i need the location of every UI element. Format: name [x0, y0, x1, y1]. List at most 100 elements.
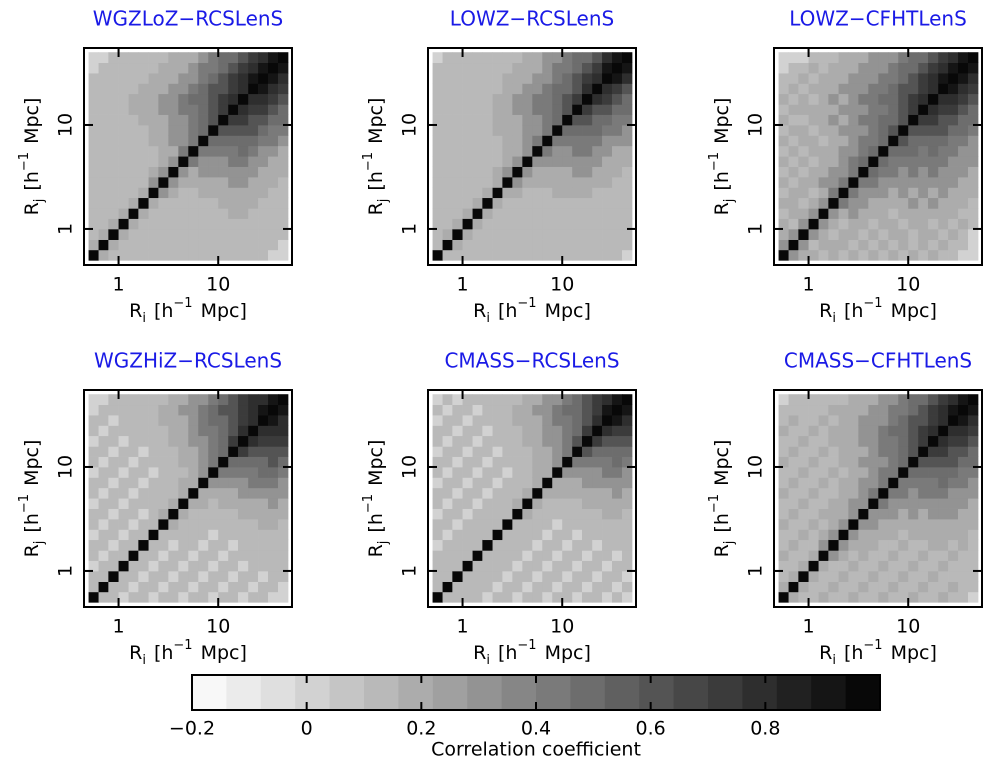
cell: [622, 570, 633, 582]
cell: [612, 529, 623, 541]
cell: [928, 83, 939, 95]
cell: [98, 487, 109, 499]
cell: [158, 404, 169, 416]
cell: [908, 145, 919, 157]
label-part: R: [473, 642, 486, 664]
cell: [622, 156, 633, 167]
cell: [612, 498, 623, 509]
cell: [278, 550, 289, 561]
cell: [482, 560, 493, 572]
cell: [552, 166, 563, 178]
cell: [218, 166, 229, 178]
cell: [918, 93, 929, 105]
cell: [552, 570, 563, 582]
cell: [108, 404, 119, 416]
cell: [542, 124, 553, 136]
cell: [778, 52, 789, 64]
cell: [818, 425, 829, 437]
cell: [778, 228, 789, 240]
cell: [562, 394, 573, 406]
cell: [148, 498, 159, 509]
cell: [948, 166, 959, 178]
cell: [958, 135, 969, 147]
cell: [492, 518, 503, 530]
cell: [778, 62, 789, 74]
cell: [938, 239, 949, 251]
colorbar-tick-label: 0: [301, 718, 313, 740]
cell: [838, 498, 849, 509]
cell: [828, 581, 839, 593]
cell: [178, 197, 189, 209]
cell: [908, 218, 919, 230]
cell: [178, 156, 189, 167]
cell: [898, 570, 909, 582]
cell: [542, 239, 553, 251]
x-tick-label: 1: [113, 274, 125, 296]
cell: [98, 52, 109, 64]
cell: [522, 228, 533, 240]
cell: [502, 166, 513, 178]
cell: [898, 508, 909, 520]
cell: [228, 518, 239, 530]
cell: [512, 570, 523, 582]
cell: [258, 415, 269, 426]
cell: [452, 508, 463, 520]
cell: [118, 487, 129, 499]
cell: [532, 456, 543, 468]
label-part: Mpc]: [201, 300, 247, 322]
cell: [938, 73, 949, 84]
cell: [208, 404, 219, 416]
cell: [948, 539, 959, 551]
axis-label: Ri [h−1 Mpc]: [473, 638, 591, 668]
cell: [958, 197, 969, 209]
cell: [798, 446, 809, 457]
cell: [958, 239, 969, 251]
cell: [492, 508, 503, 520]
cell: [178, 73, 189, 84]
axis-label: Ri [h−1 Mpc]: [819, 638, 937, 668]
cell: [502, 228, 513, 240]
cell: [278, 228, 289, 240]
cell: [592, 156, 603, 167]
cell: [602, 560, 613, 572]
cell: [472, 166, 483, 178]
cell: [602, 218, 613, 230]
cell: [492, 249, 503, 261]
cell: [512, 581, 523, 593]
cell: [258, 145, 269, 157]
cell: [948, 477, 959, 489]
cell: [238, 415, 249, 426]
cell: [278, 104, 289, 115]
cell: [198, 208, 209, 219]
cell: [228, 456, 239, 468]
cell: [838, 52, 849, 64]
colorbar-block: [260, 675, 296, 710]
cell: [838, 218, 849, 230]
cell: [238, 581, 249, 593]
cell: [908, 208, 919, 219]
cell: [938, 570, 949, 582]
cell: [878, 166, 889, 178]
cell: [828, 498, 839, 509]
cell: [98, 415, 109, 426]
cell: [148, 73, 159, 84]
cell: [88, 145, 99, 157]
cell: [908, 73, 919, 84]
cell: [432, 176, 443, 188]
cell: [88, 239, 99, 251]
cell: [878, 456, 889, 468]
cell: [828, 104, 839, 115]
cell: [868, 550, 879, 561]
cell: [472, 124, 483, 136]
cell: [492, 218, 503, 230]
cell: [562, 166, 573, 178]
cell: [502, 570, 513, 582]
cell: [108, 228, 119, 240]
cell: [848, 518, 859, 530]
cell: [958, 581, 969, 593]
cell: [958, 187, 969, 199]
cell: [838, 156, 849, 167]
cell: [228, 446, 239, 457]
cell: [868, 415, 879, 426]
cell: [278, 156, 289, 167]
